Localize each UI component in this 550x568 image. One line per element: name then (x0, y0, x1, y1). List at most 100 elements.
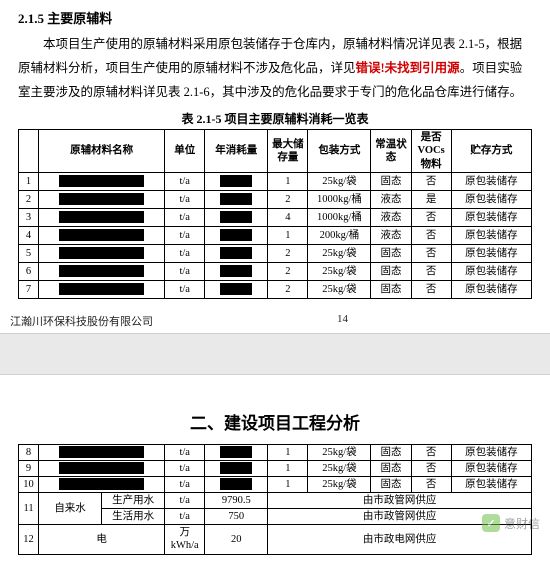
cell-name (39, 460, 165, 476)
cell-unit: t/a (165, 476, 205, 492)
cell-max: 1 (268, 476, 308, 492)
cell-max: 2 (268, 262, 308, 280)
cell-cons (205, 262, 268, 280)
cell-idx: 11 (19, 493, 39, 525)
th-storage: 贮存方式 (451, 130, 531, 172)
cell-idx: 10 (19, 476, 39, 492)
cell-state: 固态 (371, 262, 411, 280)
cell-elec: 电 (39, 525, 165, 554)
cell-unit: t/a (165, 493, 205, 509)
th-consumption: 年消耗量 (205, 130, 268, 172)
cell-prod-water: 生产用水 (102, 493, 165, 509)
table-row: 1t/a125kg/袋固态否原包装储存 (19, 172, 532, 190)
cell-idx: 4 (19, 226, 39, 244)
cell-max: 1 (268, 172, 308, 190)
cell-idx: 5 (19, 244, 39, 262)
page-footer: 江瀚川环保科技股份有限公司 14 (0, 303, 550, 333)
cell-cons (205, 476, 268, 492)
wechat-icon: ✓ (482, 514, 500, 532)
cell-pack: 25kg/袋 (308, 444, 371, 460)
cell-idx: 8 (19, 444, 39, 460)
cell-voc: 否 (411, 476, 451, 492)
cell-name (39, 444, 165, 460)
cell-max: 2 (268, 244, 308, 262)
cell-pack: 1000kg/桶 (308, 190, 371, 208)
th-unit: 单位 (165, 130, 205, 172)
th-state: 常温状态 (371, 130, 411, 172)
cell-name (39, 476, 165, 492)
cell-voc: 否 (411, 460, 451, 476)
cell-voc: 否 (411, 172, 451, 190)
cell-voc: 否 (411, 444, 451, 460)
th-voc: 是否VOCs物料 (411, 130, 451, 172)
cell-max: 1 (268, 226, 308, 244)
table-caption: 表 2.1-5 项目主要原辅料消耗一览表 (18, 110, 532, 127)
cell-cons: 9790.5 (205, 493, 268, 509)
cell-unit: t/a (165, 262, 205, 280)
table-row: 5t/a225kg/袋固态否原包装储存 (19, 244, 532, 262)
cell-water: 自来水 (39, 493, 102, 525)
cell-unit: t/a (165, 460, 205, 476)
table-row: 7t/a225kg/袋固态否原包装储存 (19, 280, 532, 298)
cell-state: 固态 (371, 244, 411, 262)
cell-state: 固态 (371, 460, 411, 476)
cell-unit: t/a (165, 190, 205, 208)
cell-name (39, 208, 165, 226)
table-row: 10t/a125kg/袋固态否原包装储存 (19, 476, 532, 492)
cell-store: 原包装储存 (451, 280, 531, 298)
table-header-row: 原辅材料名称 单位 年消耗量 最大储存量 包装方式 常温状态 是否VOCs物料 … (19, 130, 532, 172)
cell-idx: 1 (19, 172, 39, 190)
cell-state: 固态 (371, 476, 411, 492)
th-max-store: 最大储存量 (268, 130, 308, 172)
table-row: 9t/a125kg/袋固态否原包装储存 (19, 460, 532, 476)
paragraph-1: 本项目生产使用的原辅材料采用原包装储存于仓库内，原辅材料情况详见表 2.1-5，… (18, 33, 532, 104)
footer-company: 江瀚川环保科技股份有限公司 (10, 313, 153, 329)
cell-unit: t/a (165, 208, 205, 226)
cell-store: 原包装储存 (451, 226, 531, 244)
table-row: 12 电 万 kWh/a 20 由市政电网供应 (19, 525, 532, 554)
th-package: 包装方式 (308, 130, 371, 172)
cell-idx: 7 (19, 280, 39, 298)
cell-state: 固态 (371, 172, 411, 190)
table-row: 6t/a225kg/袋固态否原包装储存 (19, 262, 532, 280)
cell-pack: 25kg/袋 (308, 172, 371, 190)
watermark: ✓ 意财信 (482, 514, 540, 532)
cell-pack: 200kg/桶 (308, 226, 371, 244)
cell-state: 液态 (371, 190, 411, 208)
cell-name (39, 280, 165, 298)
cell-voc: 否 (411, 280, 451, 298)
cell-max: 1 (268, 460, 308, 476)
cell-store: 原包装储存 (451, 262, 531, 280)
cell-cons: 20 (205, 525, 268, 554)
cell-name (39, 190, 165, 208)
watermark-text: 意财信 (504, 515, 540, 532)
cell-idx: 3 (19, 208, 39, 226)
cell-name (39, 172, 165, 190)
cell-cons (205, 280, 268, 298)
cell-cons (205, 172, 268, 190)
cell-unit: t/a (165, 172, 205, 190)
cell-cons (205, 190, 268, 208)
materials-table-cont: 8t/a125kg/袋固态否原包装储存9t/a125kg/袋固态否原包装储存10… (18, 444, 532, 555)
section-heading: 2.1.5 主要原辅料 (18, 8, 532, 27)
cell-voc: 否 (411, 244, 451, 262)
cell-unit: t/a (165, 444, 205, 460)
cell-voc: 否 (411, 226, 451, 244)
table-row: 4t/a1200kg/桶液态否原包装储存 (19, 226, 532, 244)
page-1: 2.1.5 主要原辅料 本项目生产使用的原辅材料采用原包装储存于仓库内，原辅材料… (0, 0, 550, 303)
table-row: 3t/a41000kg/桶液态否原包装储存 (19, 208, 532, 226)
cell-voc: 否 (411, 262, 451, 280)
cell-cons: 750 (205, 509, 268, 525)
cell-unit: 万 kWh/a (165, 525, 205, 554)
cell-unit: t/a (165, 244, 205, 262)
table-row: 11 自来水 生产用水 t/a 9790.5 由市政管网供应 (19, 493, 532, 509)
cell-cons (205, 460, 268, 476)
cell-unit: t/a (165, 509, 205, 525)
cell-pack: 25kg/袋 (308, 244, 371, 262)
cell-idx: 9 (19, 460, 39, 476)
cell-max: 2 (268, 190, 308, 208)
error-ref: 错误!未找到引用源 (356, 61, 460, 75)
cell-name (39, 262, 165, 280)
cell-idx: 6 (19, 262, 39, 280)
cell-pack: 25kg/袋 (308, 280, 371, 298)
